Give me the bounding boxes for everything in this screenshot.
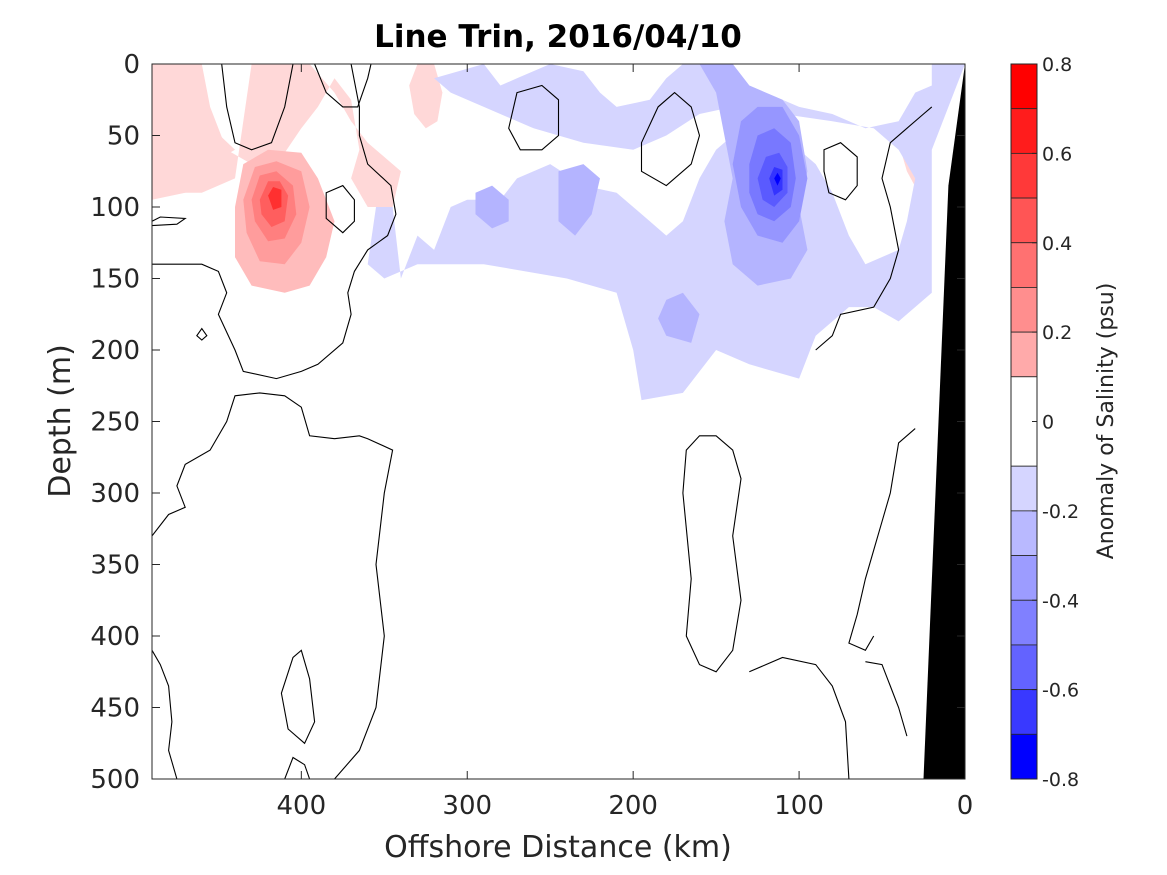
zero-contour-line <box>640 91 701 187</box>
zero-contour-line <box>152 392 394 779</box>
colorbar: 0.8 0.6 0.4 0.2 0 -0.2 -0.4 -0.6 -0.8 Anomaly of… <box>1010 54 1119 791</box>
x-axis-title: Offshore Distance (km) <box>384 830 732 865</box>
negative-anomaly-region <box>367 64 965 401</box>
y-tick-label: 350 <box>90 551 140 581</box>
x-tick-label: 0 <box>957 791 974 821</box>
colorbar-swatch <box>1010 287 1038 333</box>
negative-anomaly-region <box>475 185 509 229</box>
seafloor-mask <box>923 64 965 779</box>
colorbar-tick-label: -0.6 <box>1042 680 1079 702</box>
y-axis-ticks: 0 50 100 150 200 250 300 350 400 450 500 <box>90 50 965 795</box>
y-tick-label: 300 <box>90 479 140 509</box>
y-tick-label: 500 <box>90 765 140 795</box>
zero-contour-line <box>196 327 208 341</box>
negative-anomaly-region <box>774 172 781 186</box>
y-tick-label: 100 <box>90 193 140 223</box>
positive-anomaly-region <box>409 64 443 129</box>
colorbar-swatch <box>1010 152 1038 199</box>
colorbar-swatch <box>1010 108 1038 154</box>
zero-contour-line <box>152 216 187 227</box>
y-axis-title: Depth (m) <box>43 344 78 498</box>
colorbar-swatch <box>1010 242 1038 288</box>
x-tick-label: 200 <box>608 791 658 821</box>
x-tick-label: 400 <box>277 791 327 821</box>
zero-contour-line <box>815 106 933 351</box>
colorbar-title: Anomaly of Salinity (psu) <box>1094 283 1119 560</box>
zero-contour-line <box>682 435 742 673</box>
y-tick-label: 50 <box>107 122 140 152</box>
y-tick-label: 450 <box>90 694 140 724</box>
y-tick-label: 0 <box>123 50 140 80</box>
zero-contour-line <box>221 64 294 151</box>
y-tick-label: 250 <box>90 408 140 438</box>
colorbar-tick-label: -0.2 <box>1042 501 1079 523</box>
plot-area: 400 300 200 100 0 0 50 100 150 200 250 300 350 400 45… <box>90 50 973 821</box>
colorbar-ticks: 0.8 0.6 0.4 0.2 0 -0.2 -0.4 -0.6 -0.8 <box>1032 54 1079 791</box>
x-axis-ticks: 400 300 200 100 0 <box>277 64 974 821</box>
colorbar-swatch <box>1010 733 1038 780</box>
x-tick-label: 300 <box>442 791 492 821</box>
zero-contour-line <box>325 184 355 234</box>
y-tick-label: 150 <box>90 265 140 295</box>
colorbar-swatch <box>1010 555 1038 601</box>
colorbar-tick-label: -0.8 <box>1042 769 1079 791</box>
colorbar-tick-label: 0.4 <box>1042 233 1072 255</box>
x-tick-label: 100 <box>774 791 824 821</box>
positive-anomaly-region <box>152 64 401 207</box>
zero-contour-line <box>508 84 560 151</box>
zero-contour-line <box>152 64 397 380</box>
colorbar-swatch <box>1010 197 1038 244</box>
positive-anomaly-region <box>268 187 282 210</box>
colorbar-tick-label: 0.2 <box>1042 322 1072 344</box>
zero-contour-line <box>848 428 916 652</box>
colorbar-tick-label: 0 <box>1042 412 1054 434</box>
chart-title: Line Trin, 2016/04/10 <box>374 19 742 55</box>
zero-contour-line <box>314 64 372 108</box>
zero-contour-line <box>823 142 858 201</box>
colorbar-swatch <box>1010 331 1038 378</box>
zero-contour-lines <box>152 64 933 779</box>
bathymetry-layer <box>923 64 965 779</box>
colorbar-swatch <box>1010 689 1038 735</box>
y-tick-label: 200 <box>90 336 140 366</box>
colorbar-swatch <box>1010 63 1038 110</box>
colorbar-tick-label: -0.4 <box>1042 590 1079 612</box>
colorbar-swatch <box>1010 644 1038 691</box>
y-tick-label: 400 <box>90 622 140 652</box>
zero-contour-line <box>280 649 316 745</box>
colorbar-swatch <box>1010 510 1038 556</box>
negative-anomaly-region <box>558 164 600 236</box>
colorbar-swatch <box>1010 599 1038 646</box>
anomaly-regions <box>152 64 965 401</box>
positive-anomaly-region <box>152 71 235 200</box>
negative-anomaly-region <box>658 292 700 343</box>
colorbar-tick-label: 0.8 <box>1042 54 1072 76</box>
zero-contour-line <box>749 656 850 779</box>
zero-contour-line <box>284 756 311 779</box>
colorbar-swatch <box>1010 465 1038 512</box>
zero-contour-line <box>152 650 178 779</box>
zero-contour-line <box>865 661 908 737</box>
colorbar-tick-label: 0.6 <box>1042 143 1072 165</box>
